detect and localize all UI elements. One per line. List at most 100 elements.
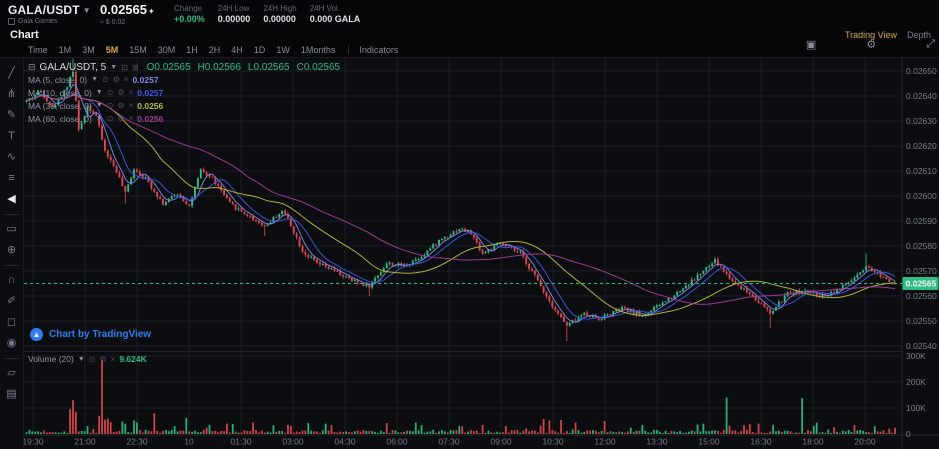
chevron-down-icon[interactable]: ▼ xyxy=(77,355,85,363)
pair-subtitle: Gala Games xyxy=(18,18,58,25)
pair-selector[interactable]: GALA/USDT ▼ Gala Games xyxy=(8,3,94,25)
xabcd-pattern-icon[interactable]: ∿ xyxy=(6,151,17,163)
open-value: O0.02565 xyxy=(146,62,191,73)
svg-text:0.02640: 0.02640 xyxy=(906,91,937,101)
layers-icon[interactable]: ▱ xyxy=(7,367,16,379)
eye-icon[interactable]: ⊙ xyxy=(106,88,114,97)
fullscreen-icon[interactable]: ⤢ xyxy=(926,38,935,50)
token-logo-icon xyxy=(8,18,15,25)
text-icon[interactable]: T xyxy=(8,130,15,142)
svg-text:0.02630: 0.02630 xyxy=(906,116,937,126)
timeframe-4h[interactable]: 4H xyxy=(231,44,243,55)
drawing-lock-icon[interactable]: ✐ xyxy=(6,295,17,307)
brush-icon[interactable]: ✎ xyxy=(6,109,17,121)
zoom-in-icon[interactable]: ⊕ xyxy=(6,244,17,256)
timeframe-15m[interactable]: 15M xyxy=(129,44,147,55)
lock-icon[interactable]: ◻ xyxy=(6,316,17,328)
price-usd: ≈ $ 0.02 xyxy=(100,18,126,26)
drawbar-divider xyxy=(4,358,19,359)
svg-text:0.02600: 0.02600 xyxy=(906,191,937,201)
svg-text:07:30: 07:30 xyxy=(438,437,460,447)
header-bar: GALA/USDT ▼ Gala Games 0.02565✦ ≈ $ 0.02… xyxy=(0,0,939,28)
trash-icon[interactable]: ▤ xyxy=(6,388,17,400)
tradingview-attribution[interactable]: ▲ Chart by TradingView xyxy=(30,328,151,341)
magnet-icon[interactable]: ∩ xyxy=(7,274,16,286)
pair-name: GALA/USDT xyxy=(8,3,80,17)
svg-text:0.02570: 0.02570 xyxy=(906,266,937,276)
svg-text:22:30: 22:30 xyxy=(126,437,148,447)
timeframe-time[interactable]: Time xyxy=(28,44,48,55)
timeframe-1d[interactable]: 1D xyxy=(253,44,266,55)
collapse-left-icon[interactable]: ◀ xyxy=(7,193,16,205)
pitchfork-icon[interactable]: ⋔ xyxy=(6,88,17,100)
svg-text:0.02550: 0.02550 xyxy=(906,316,937,326)
toolbar-divider xyxy=(348,45,350,54)
eye-icon[interactable]: ⊙ xyxy=(102,75,109,84)
view-tabs: Trading View Depth xyxy=(845,30,931,40)
settings-icon[interactable]: ⚙ xyxy=(117,88,125,97)
close-icon[interactable]: × xyxy=(128,88,134,97)
settings-icon[interactable]: ⚙ xyxy=(99,354,107,364)
settings-icon[interactable]: ⚙ xyxy=(866,39,877,51)
tab-depth[interactable]: Depth xyxy=(906,30,931,40)
close-icon[interactable]: × xyxy=(123,75,129,84)
settings-icon[interactable]: ⚙ xyxy=(112,75,120,84)
svg-text:100K: 100K xyxy=(906,403,926,413)
timeframe-5m[interactable]: 5M xyxy=(105,44,119,55)
timeframe-1h[interactable]: 1H xyxy=(186,44,198,55)
eye-icon[interactable]: ⊙ xyxy=(106,101,114,110)
candle-style-icon[interactable]: ⊡ xyxy=(121,63,128,72)
chevron-down-icon[interactable]: ▼ xyxy=(95,89,103,96)
stat-24h-high: 24H High 0.00000 xyxy=(263,3,297,24)
svg-text:16:30: 16:30 xyxy=(750,437,772,447)
forecast-icon[interactable]: ≡ xyxy=(8,172,15,184)
chevron-down-icon[interactable]: ▼ xyxy=(91,76,98,83)
chevron-down-icon[interactable]: ▼ xyxy=(95,102,103,109)
timeframe-1w[interactable]: 1W xyxy=(276,44,290,55)
volume-legend: Volume (20) ▼ ⊙ ⚙ × 9.624K xyxy=(28,354,147,364)
legend-menu-icon[interactable]: ⊟ xyxy=(28,62,36,72)
ma5-row: MA (5, close, 0) ▼ ⊙ ⚙ × 0.0257 xyxy=(28,74,159,85)
compare-icon[interactable]: ⊞ xyxy=(131,63,139,72)
svg-text:19:30: 19:30 xyxy=(24,437,44,447)
legend-symbol: GALA/USDT, 5 xyxy=(39,62,107,73)
chevron-down-icon[interactable]: ▼ xyxy=(110,64,118,71)
eye-icon[interactable]: ◉ xyxy=(6,337,17,349)
ma30-row: MA (30, close, 0) ▼ ⊙ ⚙ × 0.0256 xyxy=(28,100,164,111)
settings-icon[interactable]: ⚙ xyxy=(117,101,125,110)
tab-trading-view[interactable]: Trading View xyxy=(844,30,897,40)
close-icon[interactable]: × xyxy=(128,114,134,123)
camera-icon[interactable]: ▣ xyxy=(805,39,817,51)
close-value: C0.02565 xyxy=(296,62,340,73)
eye-icon[interactable]: ⊙ xyxy=(88,354,96,364)
svg-text:10:30: 10:30 xyxy=(542,437,564,447)
timeframe-30m[interactable]: 30M xyxy=(157,44,176,55)
settings-icon[interactable]: ⚙ xyxy=(117,114,125,123)
close-icon[interactable]: × xyxy=(110,354,116,364)
indicators-button[interactable]: Indicators xyxy=(359,44,399,55)
ma60-row: MA (60, close, 0) ▼ ⊙ ⚙ × 0.0256 xyxy=(28,113,164,124)
trend-line-icon[interactable]: ╱ xyxy=(8,67,15,79)
svg-text:09:00: 09:00 xyxy=(490,437,512,447)
svg-text:21:00: 21:00 xyxy=(74,437,96,447)
timeframe-toolbar: Time 1M 3M 5M 15M 30M 1H 2H 4H 1D 1W 1Months Indica… xyxy=(0,38,939,58)
ruler-icon[interactable]: ▭ xyxy=(6,223,17,235)
svg-text:0.02565: 0.02565 xyxy=(906,279,937,289)
drawbar-divider xyxy=(4,214,19,215)
chevron-down-icon[interactable]: ▼ xyxy=(95,115,103,122)
timeframe-1months[interactable]: 1Months xyxy=(300,44,336,55)
ohlc-values: O0.02565 H0.02566 L0.02565 C0.02565 xyxy=(147,62,340,73)
ticker-stats: Change +0.00% 24H Low 0.00000 24H High 0… xyxy=(174,4,360,25)
drawing-toolbar: ╱ ⋔ ✎ T ∿ ≡ ◀ ▭ ⊕ ∩ ✐ ◻ ◉ ▱ ▤ xyxy=(0,58,24,449)
chevron-down-icon: ▼ xyxy=(82,5,91,15)
svg-text:20:00: 20:00 xyxy=(854,437,876,447)
timeframe-2h[interactable]: 2H xyxy=(208,44,221,55)
eye-icon[interactable]: ⊙ xyxy=(106,114,114,123)
timeframe-3m[interactable]: 3M xyxy=(82,44,95,55)
close-icon[interactable]: × xyxy=(128,101,134,110)
timeframe-1m[interactable]: 1M xyxy=(58,44,72,55)
svg-text:01:30: 01:30 xyxy=(230,437,252,447)
ma10-row: MA (10, close, 0) ▼ ⊙ ⚙ × 0.0257 xyxy=(28,87,164,98)
svg-text:0.02580: 0.02580 xyxy=(906,241,937,251)
svg-text:300K: 300K xyxy=(906,351,926,361)
